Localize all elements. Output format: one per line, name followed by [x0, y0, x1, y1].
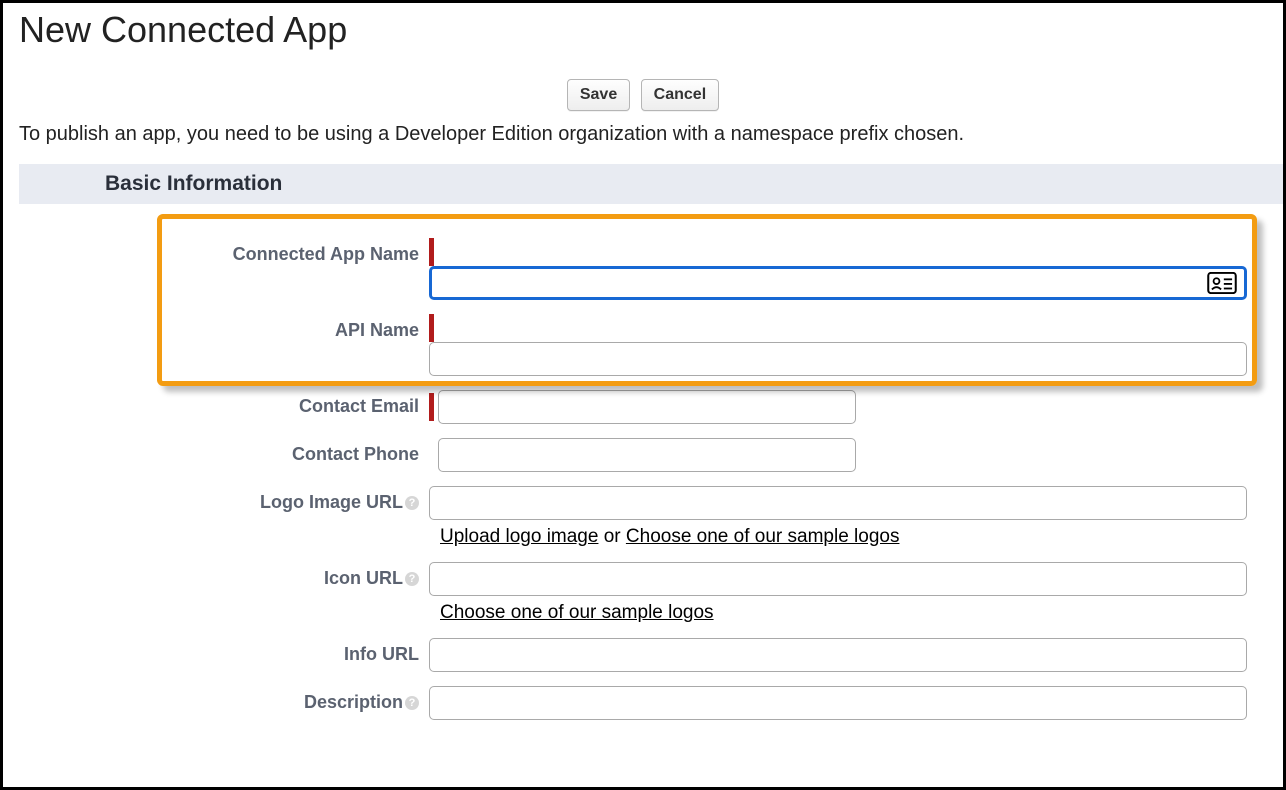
upload-logo-link[interactable]: Upload logo image: [440, 526, 598, 547]
icon-helper-links: Choose one of our sample logos: [440, 602, 1253, 624]
description-input[interactable]: [429, 686, 1247, 720]
help-icon[interactable]: ?: [405, 696, 419, 710]
save-button[interactable]: Save: [567, 79, 630, 111]
logo-helper-links: Upload logo image or Choose one of our s…: [440, 526, 1253, 548]
help-icon[interactable]: ?: [405, 572, 419, 586]
row-icon-url: Icon URL? Choose one of our sample logos: [33, 562, 1253, 624]
required-indicator: [429, 393, 434, 421]
contact-phone-input[interactable]: [438, 438, 856, 472]
choose-sample-icon-link[interactable]: Choose one of our sample logos: [440, 602, 714, 623]
icon-url-input[interactable]: [429, 562, 1247, 596]
page-title: New Connected App: [19, 9, 1283, 51]
label-text-logo-image-url: Logo Image URL: [260, 492, 403, 512]
row-contact-email: Contact Email: [33, 390, 1253, 424]
row-info-url: Info URL: [33, 638, 1253, 672]
required-indicator: [429, 238, 434, 266]
row-description: Description?: [33, 686, 1253, 720]
label-icon-url: Icon URL?: [33, 562, 429, 589]
label-info-url: Info URL: [33, 638, 429, 665]
or-text: or: [598, 526, 625, 547]
label-connected-app-name: Connected App Name: [33, 238, 429, 265]
publish-note: To publish an app, you need to be using …: [19, 123, 1283, 146]
cancel-button[interactable]: Cancel: [641, 79, 719, 111]
label-logo-image-url: Logo Image URL?: [33, 486, 429, 513]
logo-image-url-input[interactable]: [429, 486, 1247, 520]
row-connected-app-name: Connected App Name: [33, 238, 1253, 300]
label-contact-phone: Contact Phone: [33, 438, 429, 465]
info-url-input[interactable]: [429, 638, 1247, 672]
connected-app-name-input[interactable]: [429, 266, 1247, 300]
row-api-name: API Name: [33, 314, 1253, 376]
label-text-description: Description: [304, 692, 403, 712]
choose-sample-logo-link[interactable]: Choose one of our sample logos: [626, 526, 900, 547]
help-icon[interactable]: ?: [405, 496, 419, 510]
contact-email-input[interactable]: [438, 390, 856, 424]
action-button-row: Save Cancel: [3, 79, 1283, 111]
form-area: Connected App Name: [3, 204, 1283, 720]
id-card-icon: [1207, 272, 1237, 294]
api-name-input[interactable]: [429, 342, 1247, 376]
page-container: New Connected App Save Cancel To publish…: [0, 0, 1286, 790]
row-logo-image-url: Logo Image URL? Upload logo image or Cho…: [33, 486, 1253, 548]
label-text-icon-url: Icon URL: [324, 568, 403, 588]
label-api-name: API Name: [33, 314, 429, 341]
section-basic-information: Basic Information: [19, 164, 1283, 204]
row-contact-phone: Contact Phone: [33, 438, 1253, 472]
label-description: Description?: [33, 686, 429, 713]
label-contact-email: Contact Email: [33, 390, 429, 417]
required-indicator: [429, 314, 434, 342]
